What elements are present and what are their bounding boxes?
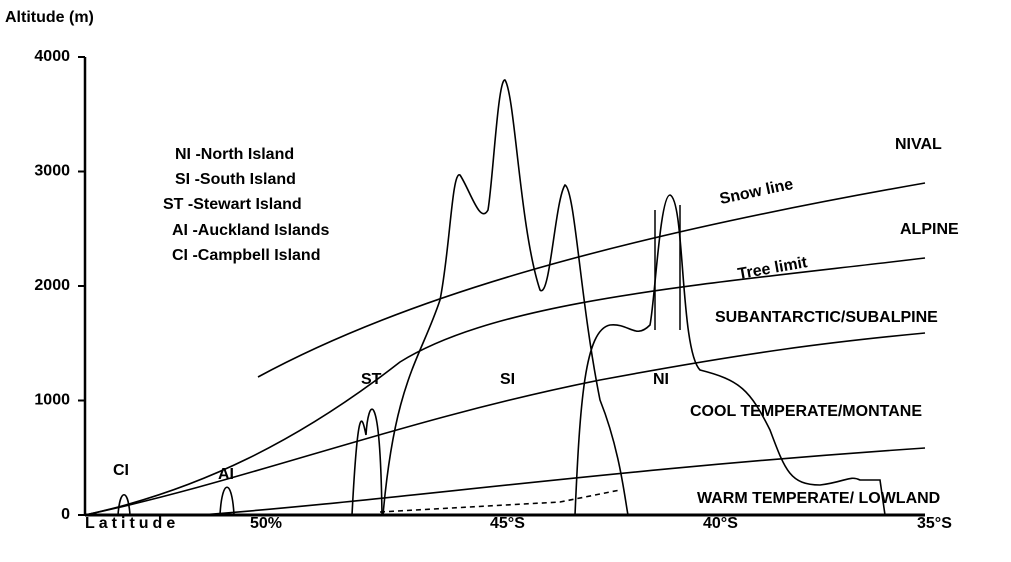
profile-ni bbox=[574, 194, 886, 516]
x-axis-title: Latitude bbox=[85, 515, 179, 532]
zone-boundary bbox=[84, 332, 926, 516]
legend-entry: SI -South Island bbox=[175, 171, 296, 188]
profile-ai bbox=[219, 486, 235, 516]
island-label: CI bbox=[113, 462, 129, 479]
profile-si bbox=[382, 79, 629, 516]
zone-boundary bbox=[199, 447, 926, 516]
x-tick-label: 50% bbox=[250, 515, 282, 532]
y-tick-label: 3000 bbox=[34, 163, 70, 180]
zone-label: ALPINE bbox=[900, 221, 959, 238]
y-tick-label: 1000 bbox=[34, 392, 70, 409]
legend-entry: CI -Campbell Island bbox=[172, 247, 320, 264]
y-tick-label: 2000 bbox=[34, 277, 70, 294]
y-tick-label: 0 bbox=[61, 506, 70, 523]
legend-entry: ST -Stewart Island bbox=[163, 196, 302, 213]
line-label: Snow line bbox=[718, 176, 795, 208]
axis-title: Altitude (m) bbox=[5, 9, 94, 26]
snow-line bbox=[257, 182, 926, 378]
profile-ci bbox=[117, 493, 131, 516]
x-tick-label: 45°S bbox=[490, 515, 525, 532]
island-label: ST bbox=[361, 371, 382, 388]
y-tick-label: 4000 bbox=[34, 48, 70, 65]
x-tick-label: 40°S bbox=[703, 515, 738, 532]
island-label: SI bbox=[500, 371, 515, 388]
legend-entry: NI -North Island bbox=[175, 146, 294, 163]
zone-label: SUBANTARCTIC/SUBALPINE bbox=[715, 309, 938, 326]
profile-st bbox=[351, 408, 383, 516]
zone-label: WARM TEMPERATE/ LOWLAND bbox=[697, 490, 940, 507]
x-tick-label: 35°S bbox=[917, 515, 952, 532]
zone-label: NIVAL bbox=[895, 136, 942, 153]
zone-label: COOL TEMPERATE/MONTANE bbox=[690, 403, 922, 420]
legend-entry: AI -Auckland Islands bbox=[172, 222, 329, 239]
island-label: NI bbox=[653, 371, 669, 388]
zone-boundary bbox=[379, 489, 621, 513]
